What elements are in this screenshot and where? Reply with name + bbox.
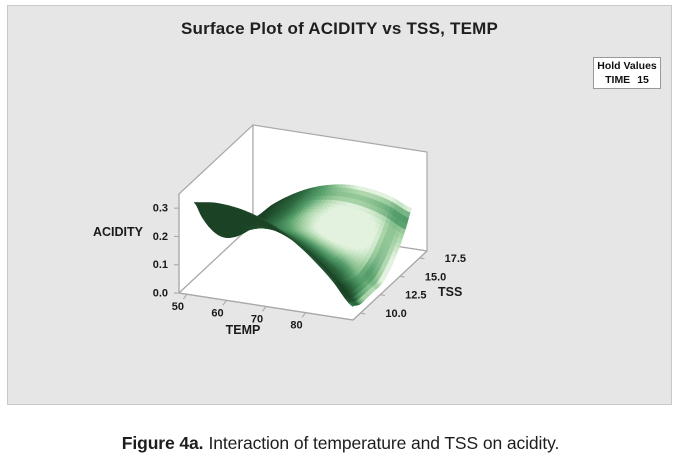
figure-caption: Figure 4a. Interaction of temperature and… bbox=[0, 433, 681, 454]
hold-values-row: TIME 15 bbox=[594, 73, 660, 87]
minitab-graph-panel: Surface Plot of ACIDITY vs TSS, TEMP Hol… bbox=[7, 5, 672, 405]
figure-caption-label: Figure 4a. bbox=[121, 433, 204, 453]
figure-caption-text: Interaction of temperature and TSS on ac… bbox=[208, 433, 560, 453]
hold-values-variable: TIME bbox=[605, 74, 631, 86]
hold-values-value: 15 bbox=[637, 74, 649, 86]
plot-title: Surface Plot of ACIDITY vs TSS, TEMP bbox=[180, 19, 499, 38]
hold-values-box: Hold Values TIME 15 bbox=[593, 57, 661, 89]
hold-values-header: Hold Values bbox=[597, 60, 657, 72]
